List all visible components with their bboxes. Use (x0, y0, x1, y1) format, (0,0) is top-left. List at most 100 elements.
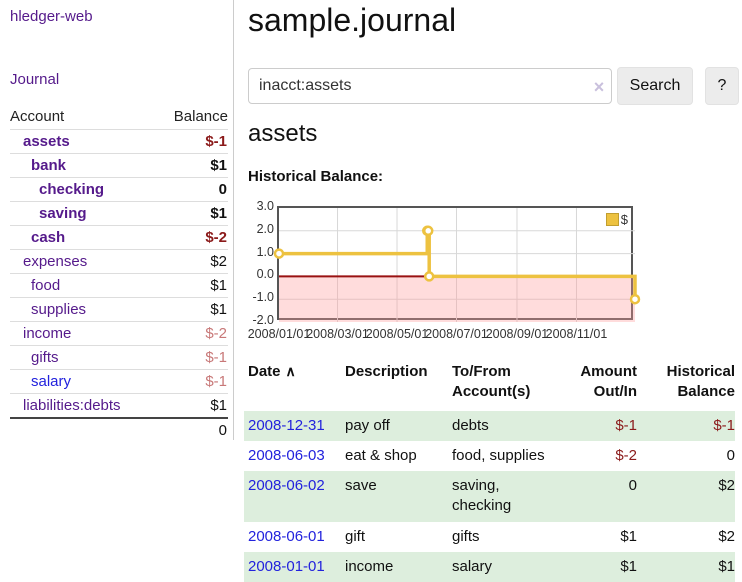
account-row: assets $-1 (10, 129, 228, 154)
account-row: income $-2 (10, 321, 228, 346)
account-balance: $-1 (205, 373, 227, 390)
register-col-description: Description (345, 363, 428, 380)
account-cell: liabilities:debts (10, 394, 156, 419)
account-balance-cell: 0 (156, 178, 228, 202)
account-balance-cell: $-1 (156, 346, 228, 370)
account-balance: $1 (210, 301, 227, 318)
sort-ascending-icon: ∧ (285, 363, 296, 379)
data-point-marker (629, 293, 641, 305)
account-cell: assets (10, 130, 156, 154)
accounts-header-row: Account Balance (10, 104, 228, 130)
account-link[interactable]: food (31, 277, 61, 294)
x-axis-tick-label: 2008/09/01 (485, 327, 549, 341)
transaction-balance: $2 (718, 527, 735, 545)
account-link[interactable]: income (23, 325, 72, 342)
transaction-amount: $1 (620, 527, 637, 545)
sidebar-item-journal[interactable]: Journal (10, 71, 60, 88)
account-link[interactable]: assets (23, 133, 70, 150)
account-link[interactable]: liabilities:debts (23, 397, 121, 414)
transaction-date-cell: 2008-12-31 (244, 410, 341, 441)
sidebar: hledger-web Journal Account Balance asse… (0, 0, 234, 582)
account-link[interactable]: cash (31, 229, 66, 246)
brand-link[interactable]: hledger-web (10, 8, 93, 25)
register-col-to-from-account-s-: To/From Account(s) (452, 363, 531, 401)
account-link[interactable]: checking (39, 181, 105, 198)
page-title: sample.journal (248, 2, 457, 38)
help-button[interactable]: ? (705, 67, 739, 105)
transaction-description: pay off (341, 410, 448, 441)
sidebar-divider (233, 0, 234, 440)
transaction-row: 2008-06-03 eat & shop food, supplies $-2 0 (244, 441, 735, 471)
y-axis-tick-label: 1.0 (256, 244, 274, 259)
account-cell: expenses (10, 250, 156, 274)
account-link[interactable]: gifts (31, 349, 59, 366)
x-axis-tick-label: 2008/01/01 (247, 327, 311, 341)
account-balance: $-1 (205, 133, 227, 150)
account-row: salary $-1 (10, 369, 228, 394)
account-cell: salary (10, 370, 156, 394)
transaction-accounts: debts (448, 410, 552, 441)
account-link[interactable]: bank (31, 157, 67, 174)
data-point-marker (273, 248, 285, 259)
search-button[interactable]: Search (617, 67, 693, 105)
transaction-date-link[interactable]: 2008-12-31 (248, 416, 325, 434)
account-row: bank $1 (10, 153, 228, 178)
y-axis-tick-label: -1.0 (252, 290, 274, 305)
transaction-date-cell: 2008-01-01 (244, 551, 341, 582)
account-balance-cell: $2 (156, 250, 228, 274)
transaction-balance: $-1 (637, 410, 735, 441)
transaction-row: 2008-06-01 gift gifts $1 $2 (244, 522, 735, 552)
account-cell: checking (10, 178, 156, 202)
accounts-col-balance: Balance (173, 108, 228, 125)
account-cell: supplies (10, 298, 156, 322)
account-link[interactable]: salary (31, 373, 72, 390)
historical-balance-chart: $ 3.0 2.0 1.0 0.0 -1.0 -2.0 2008/01/01 2008/03/… (248, 199, 668, 344)
transaction-balance: $1 (637, 551, 735, 582)
transaction-date-link[interactable]: 2008-01-01 (248, 557, 325, 575)
transaction-date-cell: 2008-06-03 (244, 441, 341, 471)
account-cell: cash (10, 226, 156, 250)
x-axis-tick-label: 2008/11/01 (545, 327, 608, 341)
accounts-col-account: Account (10, 108, 65, 125)
account-balance: $-2 (205, 229, 227, 246)
account-link[interactable]: supplies (31, 301, 87, 318)
account-row: cash $-2 (10, 225, 228, 250)
data-point-marker (423, 271, 435, 282)
account-heading: assets (248, 120, 318, 147)
account-link[interactable]: expenses (23, 253, 88, 270)
account-row: supplies $1 (10, 297, 228, 322)
x-axis-tick-label: 2008/07/01 (425, 327, 488, 341)
account-balance-cell: $-1 (156, 130, 228, 154)
transaction-accounts: salary (448, 551, 552, 582)
negative-region (279, 276, 635, 322)
clear-search-icon[interactable]: × (593, 77, 605, 97)
search-input[interactable] (248, 68, 612, 104)
account-balance: $1 (210, 277, 227, 294)
register-col-date[interactable]: Date ∧ (248, 363, 296, 380)
account-balance-cell: $-2 (156, 226, 228, 250)
account-row: gifts $-1 (10, 345, 228, 370)
account-balance-cell: $1 (156, 154, 228, 178)
y-axis-tick-label: -2.0 (252, 313, 274, 327)
transaction-accounts: gifts (452, 527, 480, 545)
account-row: expenses $2 (10, 249, 228, 274)
account-balance-cell: $1 (156, 274, 228, 298)
search-bar: × Search ? (248, 67, 742, 105)
account-balance: 0 (218, 181, 227, 198)
accounts-total-row: 0 (10, 418, 228, 442)
account-balance: $1 (210, 397, 227, 414)
y-axis-tick-label: 2.0 (256, 221, 274, 236)
account-row: food $1 (10, 273, 228, 298)
y-axis-tick-label: 0.0 (256, 267, 274, 282)
transaction-date-link[interactable]: 2008-06-02 (248, 477, 325, 494)
legend-label: $ (620, 212, 628, 227)
account-cell: food (10, 274, 156, 298)
account-link[interactable]: saving (39, 205, 87, 222)
transaction-amount: 0 (552, 471, 637, 522)
transaction-date-link[interactable]: 2008-06-01 (248, 527, 325, 545)
transaction-date-link[interactable]: 2008-06-03 (248, 446, 325, 464)
x-axis-tick-label: 2008/03/01 (306, 327, 369, 341)
transaction-date-cell: 2008-06-02 (244, 471, 341, 522)
register-col-historical-balance: Historical Balance (666, 363, 735, 401)
transaction-accounts: food, supplies (452, 446, 545, 464)
